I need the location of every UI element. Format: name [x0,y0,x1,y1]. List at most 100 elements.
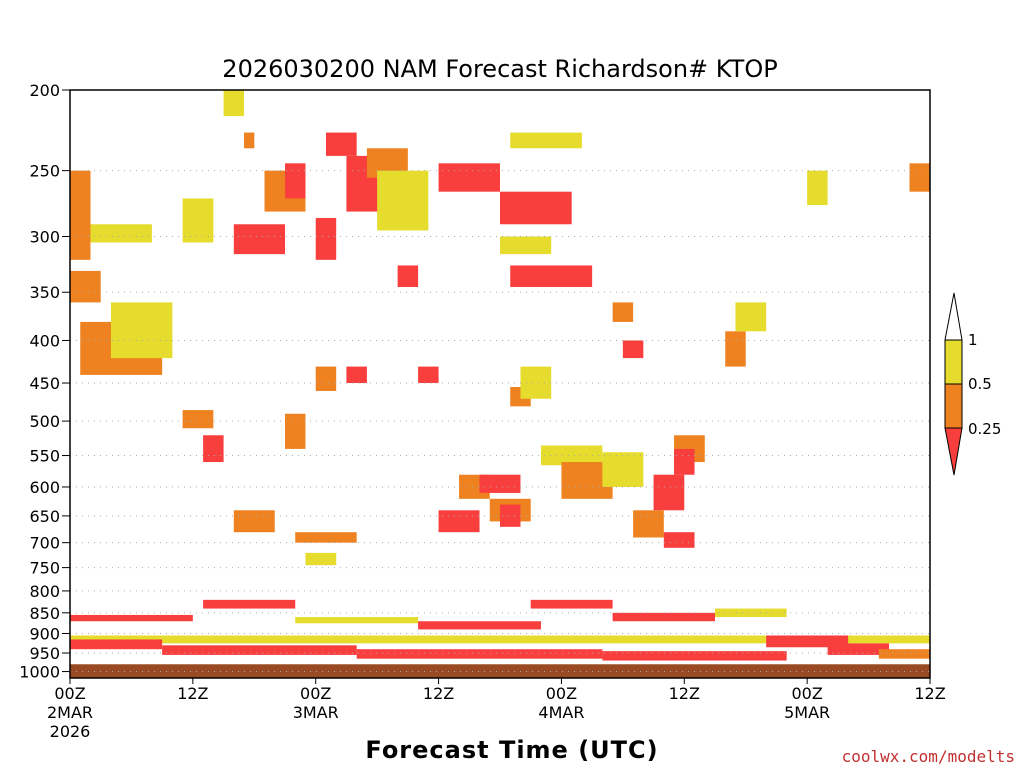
x-tick-label: 2MAR [47,703,93,722]
chart-title: 2026030200 NAM Forecast Richardson# KTOP [222,55,777,83]
y-tick-label: 800 [29,582,60,601]
legend-bin-0-25-to-0-5 [944,383,963,429]
ri-cell-mid [315,366,337,391]
ri-cell-low [356,649,603,659]
legend-label-0-5: 0.5 [968,375,992,393]
ri-cell-mid [70,170,91,260]
y-tick-label: 500 [29,412,60,431]
ri-cell-high [377,170,429,231]
x-axis-label: Forecast Time (UTC) [365,736,658,764]
ri-cell-high [295,617,419,624]
y-tick-label: 400 [29,331,60,350]
y-tick-label: 350 [29,283,60,302]
ground-fill [70,664,930,678]
x-tick-label: 4MAR [538,703,584,722]
y-tick-label: 250 [29,162,60,181]
ri-cell-low [622,340,644,359]
ri-cell-low [233,224,285,255]
ri-cell-low [418,366,439,384]
ri-cell-low [315,217,337,260]
y-tick-label: 300 [29,228,60,247]
ri-cell-low [602,651,787,661]
ri-cell-low [479,474,521,493]
ri-cell-high [500,236,552,255]
y-tick-label: 1000 [19,663,60,682]
ri-cell-high [735,302,767,332]
x-tick-label: 00Z [300,684,331,703]
x-tick-label: 3MAR [293,703,339,722]
ri-cell-low [510,265,593,288]
x-tick-label: 12Z [423,684,454,703]
x-tick-label: 00Z [546,684,577,703]
ri-cell-low [612,612,715,622]
ri-cell-low [674,448,695,475]
ri-cell-mid [633,510,664,538]
ri-cell-mid [878,649,930,659]
ri-cell-low [285,163,306,199]
y-tick-label: 600 [29,478,60,497]
y-tick-label: 750 [29,559,60,578]
legend-bin-above-1 [944,292,963,341]
y-tick-label: 450 [29,374,60,393]
ri-cell-high [70,635,930,644]
y-tick-label: 200 [29,81,60,100]
y-tick-label: 850 [29,604,60,623]
y-tick-label: 900 [29,624,60,643]
x-tick-label: 12Z [669,684,700,703]
ri-cell-mid [285,413,306,449]
plot-frame [69,89,931,679]
ri-cell-high [602,452,644,487]
ri-cell-low [397,265,419,288]
ri-cell-low [203,435,224,463]
ri-cell-mid [909,163,930,192]
ri-cell-high [90,224,152,243]
ri-cell-low [325,132,357,156]
ri-cell-high [182,198,214,243]
y-tick-label: 650 [29,507,60,526]
ri-cell-mid [182,410,214,429]
data-cells [70,90,930,661]
y-tick-label: 550 [29,447,60,466]
y-tick-label: 700 [29,534,60,553]
x-tick-label: 12Z [177,684,208,703]
ri-cell-low [203,599,296,609]
ri-cell-mid [295,532,357,543]
y-axis: 200 250 300 350 400 450 500 550 600 650 700 750 800 8… [19,81,70,682]
ri-cell-high [305,552,337,566]
credit-text: coolwx.com/modelts [842,747,1015,766]
ri-cell-low [827,643,890,655]
ri-cell-mid [70,270,101,303]
x-tick-label: 00Z [791,684,822,703]
ri-cell-mid [612,302,634,322]
ri-cell-mid [725,331,746,367]
legend-bin-0-5-to-1 [944,339,963,385]
ri-cell-high [223,90,245,117]
ri-cell-low [500,191,572,225]
ri-cell-high [807,170,828,206]
ri-cell-low [663,532,695,548]
ground-layer [70,664,930,678]
y-tick-label: 950 [29,644,60,663]
ri-cell-low [70,639,163,650]
x-tick-label: 5MAR [784,703,830,722]
ri-cell-low [346,366,367,384]
legend-bin-below-0-25 [944,427,963,476]
ri-cell-high [520,366,552,399]
ri-cell-high [510,132,582,149]
ri-cell-low [653,474,685,511]
ri-cell-high [540,445,603,466]
ri-cell-low [162,645,357,655]
ri-cell-mid [233,510,275,533]
ri-cell-low [766,635,849,648]
ri-cell-low [500,504,521,527]
x-tick-label: 00Z [54,684,85,703]
legend: 1 0.5 0.25 [944,292,1001,476]
x-tick-label: 12Z [914,684,945,703]
ri-cell-high [110,302,173,359]
ri-cell-low [438,510,480,533]
ri-cell-low [530,599,613,609]
ri-cell-high [715,608,787,618]
ri-cell-low [438,163,500,192]
